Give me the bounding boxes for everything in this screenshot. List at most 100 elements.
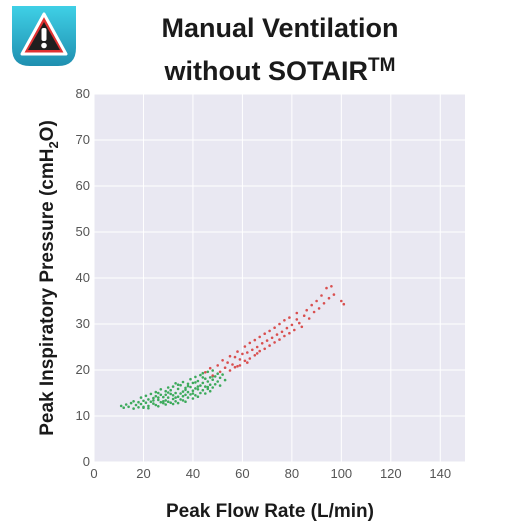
- red-data-point: [228, 369, 232, 372]
- red-data-point: [332, 293, 336, 296]
- red-data-point: [226, 361, 229, 364]
- green-data-point: [171, 402, 175, 406]
- green-data-point: [159, 393, 163, 397]
- red-data-point: [280, 330, 284, 334]
- green-data-point: [149, 400, 153, 404]
- x-tick-label: 100: [330, 466, 352, 481]
- green-data-point: [162, 395, 165, 399]
- red-data-point: [307, 317, 311, 320]
- green-data-point: [201, 371, 205, 375]
- green-data-point: [166, 396, 170, 399]
- green-data-point: [179, 392, 182, 395]
- green-data-point: [191, 397, 195, 400]
- green-data-point: [144, 401, 148, 405]
- red-data-point: [243, 359, 247, 363]
- green-data-point: [171, 385, 175, 388]
- red-data-point: [233, 355, 237, 359]
- green-data-point: [189, 377, 192, 381]
- green-data-point: [142, 399, 145, 403]
- red-data-point: [253, 338, 257, 342]
- red-data-point: [300, 325, 304, 329]
- green-data-point: [179, 398, 182, 401]
- green-data-point: [189, 385, 192, 389]
- red-data-point: [268, 329, 271, 333]
- green-data-point: [186, 384, 190, 388]
- y-tick-labels: 0 10 20 30 40 50 60 70 80: [76, 86, 90, 469]
- green-data-point: [159, 400, 163, 404]
- green-data-point: [216, 380, 219, 383]
- green-data-point: [196, 395, 200, 399]
- red-data-point: [223, 366, 227, 370]
- green-data-point: [154, 403, 158, 407]
- green-data-point: [206, 387, 210, 391]
- red-data-point: [204, 371, 207, 374]
- red-data-point: [228, 354, 232, 358]
- green-data-point: [181, 399, 185, 402]
- green-data-point: [208, 376, 212, 379]
- warning-badge: [10, 4, 78, 68]
- red-data-point: [342, 302, 346, 306]
- red-data-point: [283, 319, 286, 322]
- red-data-point: [322, 302, 326, 305]
- green-data-point: [194, 387, 197, 390]
- green-data-point: [189, 393, 192, 396]
- green-data-point: [149, 392, 153, 396]
- green-data-point: [164, 393, 167, 397]
- red-data-point: [238, 358, 242, 361]
- red-data-point: [265, 339, 269, 342]
- green-data-point: [213, 375, 217, 378]
- green-data-point: [134, 403, 138, 407]
- green-data-point: [157, 405, 160, 408]
- red-data-point: [218, 370, 222, 374]
- green-data-point: [176, 383, 180, 387]
- chart-title-line2: without SOTAIRTM: [90, 47, 470, 90]
- red-data-point: [278, 338, 281, 341]
- red-data-point: [255, 352, 259, 355]
- green-data-point: [179, 383, 182, 387]
- green-data-point: [213, 383, 217, 386]
- green-data-point: [176, 401, 180, 405]
- green-data-point: [181, 380, 185, 384]
- green-data-point: [186, 396, 190, 399]
- green-data-point: [196, 379, 200, 383]
- green-data-point: [191, 381, 195, 385]
- red-data-point: [288, 316, 291, 319]
- green-data-point: [216, 372, 219, 376]
- green-data-point: [194, 381, 197, 384]
- green-data-point: [169, 401, 172, 405]
- trademark-superscript: TM: [368, 55, 396, 76]
- green-data-point: [139, 396, 143, 399]
- green-data-point: [166, 400, 170, 404]
- green-data-point: [196, 388, 200, 391]
- green-data-point: [211, 378, 214, 382]
- x-tick-label: 60: [235, 466, 249, 481]
- red-data-point: [317, 307, 321, 310]
- green-data-point: [122, 406, 125, 410]
- red-data-point: [236, 365, 239, 368]
- red-data-point: [241, 352, 244, 356]
- red-data-point: [238, 364, 242, 367]
- green-data-point: [157, 398, 160, 402]
- green-data-point: [127, 405, 130, 409]
- green-data-point: [132, 407, 135, 410]
- green-data-point: [201, 381, 205, 385]
- chart-title-line2-text: without SOTAIR: [164, 56, 369, 86]
- green-data-point: [208, 383, 212, 387]
- green-data-point: [176, 395, 180, 399]
- red-data-point: [258, 349, 262, 353]
- green-data-point: [194, 394, 197, 397]
- data-points: [119, 285, 346, 410]
- green-data-point: [169, 388, 172, 392]
- green-data-point: [221, 373, 224, 376]
- green-data-point: [211, 386, 214, 389]
- red-data-point: [320, 294, 323, 297]
- green-data-point: [152, 402, 155, 405]
- green-data-point: [211, 369, 214, 372]
- y-axis-title-prefix: Peak Inspiratory Pressure (cmH: [37, 149, 58, 436]
- green-data-point: [174, 396, 177, 399]
- green-data-point: [206, 370, 210, 374]
- green-data-point: [194, 375, 197, 379]
- green-data-point: [201, 376, 205, 379]
- red-data-point: [255, 345, 259, 349]
